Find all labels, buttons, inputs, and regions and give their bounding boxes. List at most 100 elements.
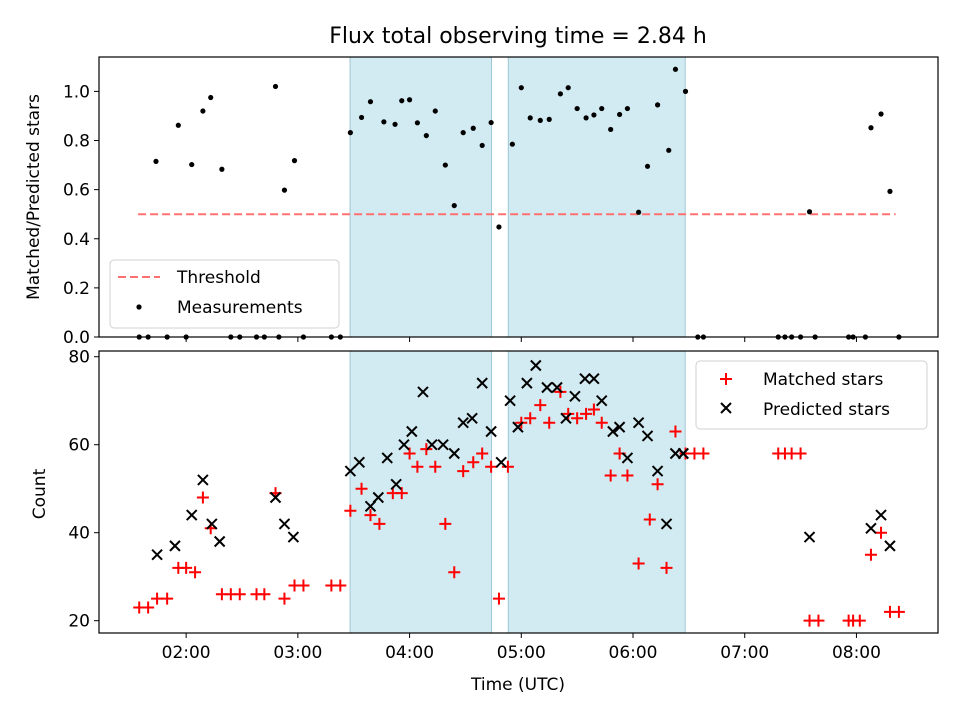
measurement-point <box>509 141 515 147</box>
predicted-star-point <box>457 417 469 429</box>
matched-star-point <box>278 592 291 605</box>
measurement-point <box>546 116 552 122</box>
x-tick-label: 06:00 <box>609 643 658 663</box>
predicted-star-point <box>466 412 478 425</box>
matched-star-point <box>853 614 866 627</box>
measurement-point <box>189 161 195 168</box>
matched-star-point <box>334 579 347 592</box>
measurement-point <box>878 111 884 117</box>
matched-star-point <box>448 566 461 579</box>
predicted-star-point <box>632 417 645 429</box>
matched-star-point <box>562 407 575 420</box>
measurement-point <box>617 111 623 118</box>
predicted-star-point <box>660 518 673 530</box>
predicted-star-point <box>476 377 488 389</box>
predicted-star-point <box>875 509 887 521</box>
measurement-point <box>887 188 893 194</box>
predicted-star-point <box>865 522 877 535</box>
matched-star-point <box>403 447 416 460</box>
measurement-point <box>291 158 298 164</box>
matched-star-point <box>501 460 514 473</box>
bottom-y-axis-label: Count <box>30 468 50 519</box>
predicted-star-point <box>206 518 218 530</box>
measurement-point <box>574 105 580 112</box>
matched-star-point <box>492 592 505 605</box>
matched-star-point <box>457 465 470 478</box>
measurement-point <box>367 99 374 105</box>
measurement-point <box>347 130 353 136</box>
legend-label-threshold: Threshold <box>176 268 261 288</box>
measurement-point <box>470 125 476 131</box>
legend-predicted-swatch <box>720 402 732 414</box>
measurement-point <box>557 91 563 97</box>
y-tick-label: 60 <box>68 436 90 456</box>
observing-window-span <box>507 56 686 338</box>
matched-star-point <box>297 579 310 592</box>
top-x-ticks <box>185 337 857 342</box>
top-y-axis-label: Matched/Predicted stars <box>24 94 44 300</box>
matched-star-point <box>587 403 600 416</box>
measurement-point <box>479 142 485 149</box>
predicted-star-point <box>151 548 163 561</box>
matched-star-point <box>697 447 710 460</box>
measurement-point <box>537 117 543 123</box>
y-tick-label: 0.2 <box>63 279 90 299</box>
measurement-point <box>272 83 279 90</box>
matched-star-point <box>142 601 155 614</box>
measurement-point <box>583 115 589 121</box>
measurement-point <box>644 163 651 169</box>
y-tick-label: 20 <box>68 612 90 632</box>
measurement-point <box>654 102 661 108</box>
matched-star-point <box>233 588 246 601</box>
y-tick-label: 0.4 <box>63 230 90 250</box>
predicted-star-point <box>521 377 533 389</box>
predicted-star-point <box>398 438 410 451</box>
predicted-star-point <box>186 509 198 521</box>
matched-star-point <box>439 517 452 530</box>
matched-star-point <box>660 561 673 574</box>
top-legend: Threshold Measurements <box>109 259 340 329</box>
observing-window-span <box>349 350 492 634</box>
measurement-point <box>208 94 214 101</box>
measurement-point <box>381 119 387 125</box>
chart-title: Flux total observing time = 2.84 h <box>329 24 707 49</box>
bottom-plot-frame <box>98 350 939 634</box>
measurement-point <box>200 108 206 114</box>
measurement-point <box>624 105 631 112</box>
matched-star-point <box>604 469 617 482</box>
predicted-star-point <box>803 531 816 543</box>
measurement-point <box>281 187 288 193</box>
x-tick-label: 03:00 <box>273 643 322 663</box>
measurement-point <box>432 108 438 114</box>
matched-star-point <box>524 412 537 425</box>
top-plot-frame <box>98 56 939 338</box>
matched-star-point <box>621 469 634 482</box>
predicted-star-point <box>390 478 402 491</box>
matched-star-point <box>595 416 608 429</box>
legend-label-measurements: Measurements <box>177 298 303 318</box>
predicted-star-point <box>651 465 664 477</box>
legend-measurement-swatch <box>136 304 142 310</box>
predicted-star-points <box>151 359 896 561</box>
matched-star-point <box>196 491 209 504</box>
predicted-star-point <box>353 456 366 469</box>
matched-star-point <box>161 592 174 605</box>
predicted-star-point <box>426 438 438 451</box>
x-tick-label: 04:00 <box>385 643 434 663</box>
predicted-star-point <box>269 491 282 504</box>
predicted-star-point <box>512 421 524 433</box>
predicted-star-point <box>677 447 689 460</box>
matched-star-point <box>467 456 480 469</box>
bottom-legend-box <box>695 360 928 430</box>
x-tick-label: 05:00 <box>497 643 546 663</box>
matched-star-point <box>476 447 489 460</box>
measurement-point <box>527 115 533 121</box>
matched-star-point <box>355 482 368 495</box>
predicted-star-point <box>197 474 209 486</box>
matched-star-point <box>864 548 877 561</box>
measurement-point <box>666 147 672 153</box>
predicted-star-point <box>551 381 563 394</box>
measurement-point <box>672 66 679 72</box>
predicted-star-point <box>560 412 572 425</box>
predicted-star-point <box>541 381 553 394</box>
